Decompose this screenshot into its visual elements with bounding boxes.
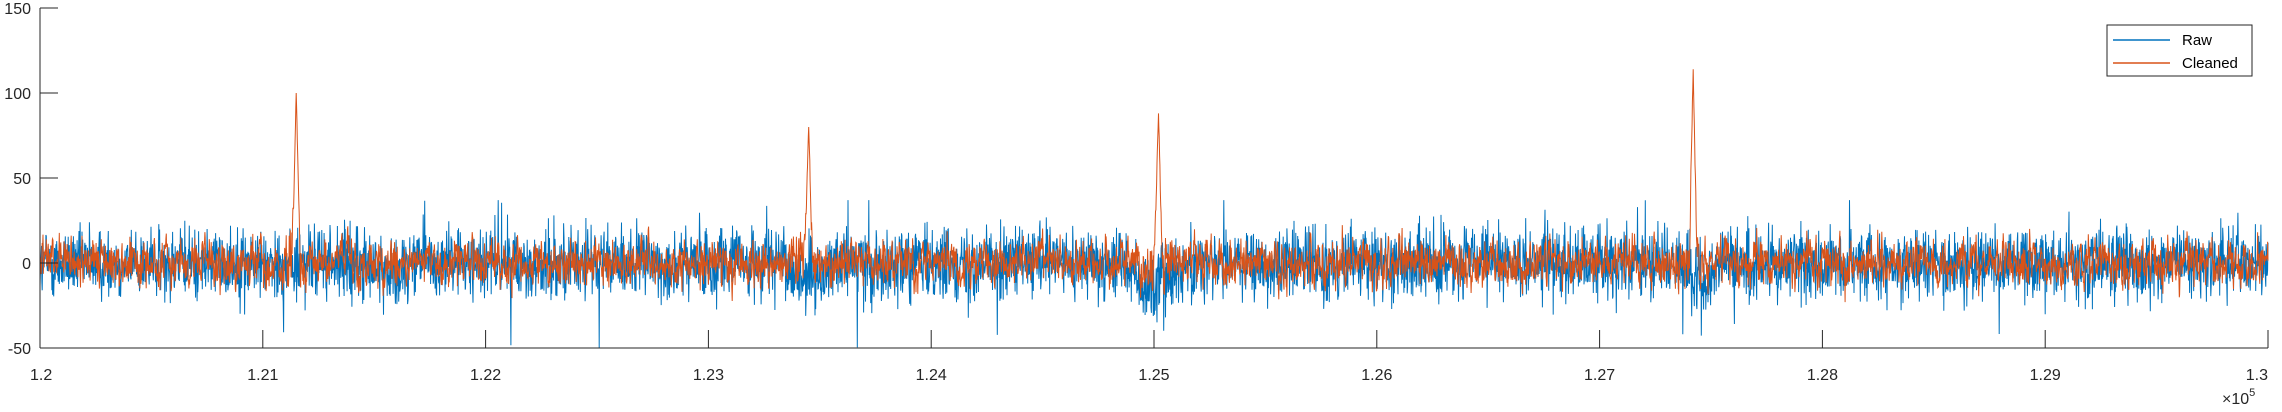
x-tick-label: 1.24 [916, 367, 947, 384]
x-tick-label: 1.25 [1138, 367, 1169, 384]
y-tick-label: -50 [8, 341, 31, 358]
x-exponent-power: 5 [2249, 387, 2255, 399]
y-ticks: -50 0 50 100 150 [4, 1, 58, 358]
y-tick-label: 150 [4, 1, 31, 18]
x-tick-label: 1.28 [1807, 367, 1838, 384]
x-tick-label: 1.29 [2030, 367, 2061, 384]
legend-label-cleaned: Cleaned [2182, 55, 2238, 72]
x-exponent-label: ×105 [2222, 387, 2255, 408]
x-tick-label: 1.27 [1584, 367, 1615, 384]
legend-label-raw: Raw [2182, 32, 2212, 49]
y-tick-label: 100 [4, 86, 31, 103]
legend: Raw Cleaned [2106, 24, 2253, 77]
x-tick-label: 1.21 [247, 367, 278, 384]
x-tick-label: 1.23 [693, 367, 724, 384]
x-tick-label: 1.22 [470, 367, 501, 384]
legend-box [2106, 24, 2253, 77]
y-tick-label: 50 [13, 171, 31, 188]
x-tick-label: 1.26 [1361, 367, 1392, 384]
series-layer [39, 69, 2269, 349]
series-line-cleaned [39, 69, 2269, 303]
y-tick-label: 0 [22, 256, 31, 273]
x-tick-label: 1.3 [2246, 367, 2268, 384]
x-tick-label: 1.2 [30, 367, 52, 384]
x-exponent-base: ×10 [2222, 391, 2249, 408]
x-ticks: 1.2 1.21 1.22 1.23 1.24 1.25 1.26 1.27 1.28 1.29 1… [30, 330, 2269, 384]
